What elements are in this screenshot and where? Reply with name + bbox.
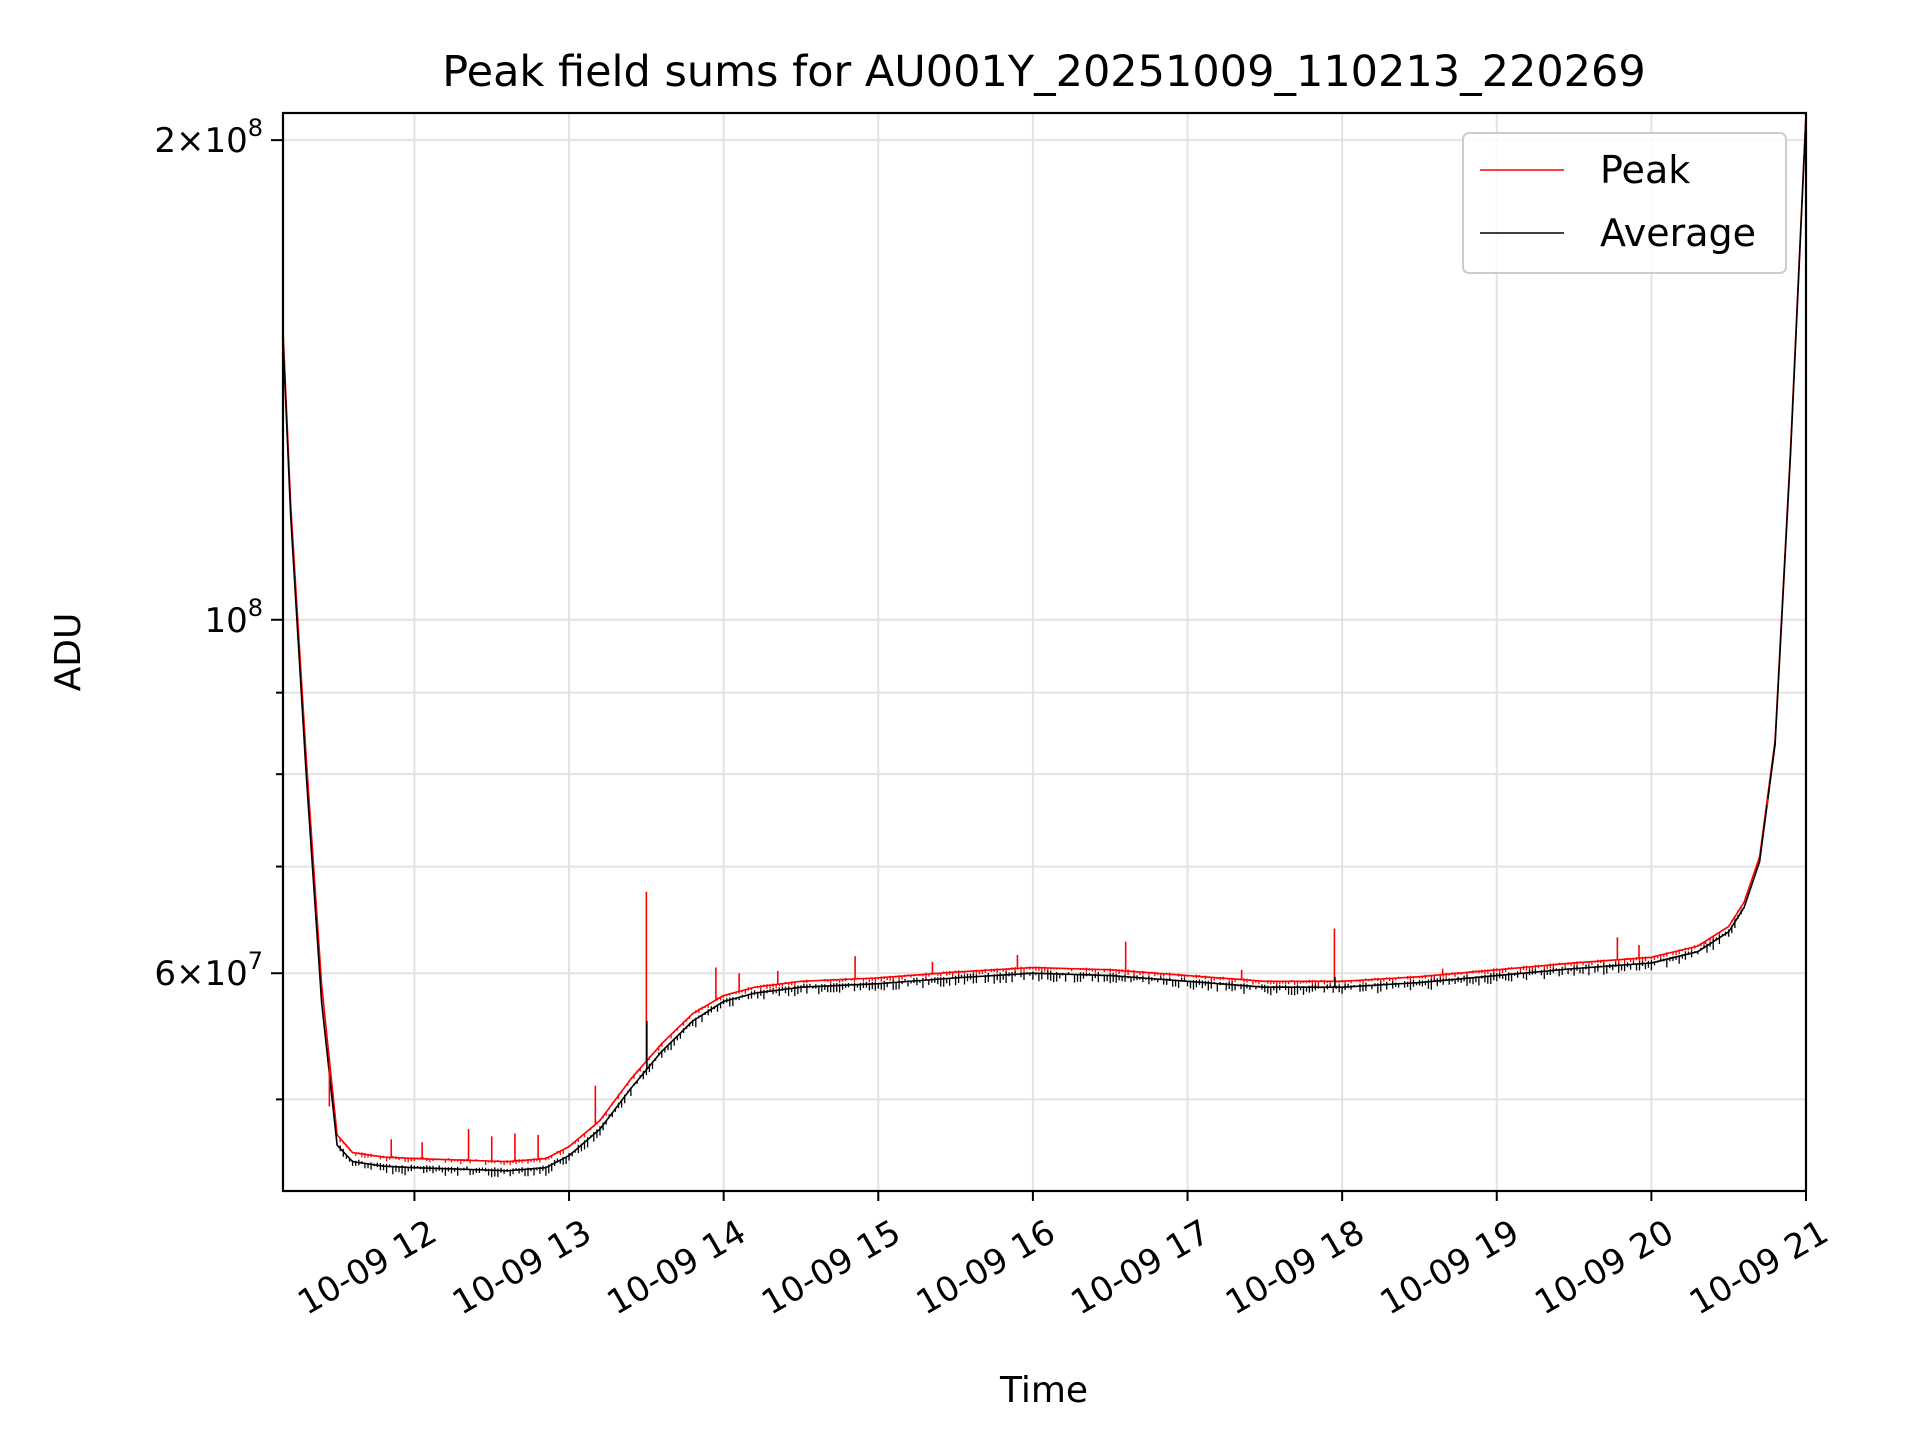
x-tick-label: 10-09 14 xyxy=(601,1212,753,1323)
chart-title: Peak field sums for AU001Y_20251009_1102… xyxy=(442,47,1646,97)
y-axis: 6×107 108 2×108 xyxy=(154,114,283,1101)
y-tick-label: 6×107 xyxy=(154,947,263,994)
x-tick-label: 10-09 13 xyxy=(446,1212,598,1323)
average-series-line xyxy=(282,116,1807,1172)
peak-series-noise xyxy=(282,179,1804,1166)
y-axis-label: ADU xyxy=(48,613,89,692)
y-tick-label: 108 xyxy=(204,594,263,641)
legend-peak-label: Peak xyxy=(1600,148,1690,192)
x-tick-label: 10-09 21 xyxy=(1683,1212,1835,1323)
x-tick-label: 10-09 12 xyxy=(291,1212,443,1323)
x-tick-label: 10-09 18 xyxy=(1219,1212,1371,1323)
x-tick-label: 10-09 20 xyxy=(1528,1212,1680,1323)
x-tick-label: 10-09 15 xyxy=(755,1212,907,1323)
x-tick-label: 10-09 17 xyxy=(1064,1212,1216,1323)
legend-box xyxy=(1462,132,1787,274)
x-tick-label: 10-09 19 xyxy=(1374,1212,1526,1323)
axes-frame xyxy=(281,111,1808,1193)
legend-average-label: Average xyxy=(1600,211,1756,255)
grid-lines xyxy=(283,113,1807,1191)
legend: Peak Average xyxy=(1462,132,1787,274)
x-tick-label: 10-09 16 xyxy=(910,1212,1062,1323)
average-series-noise xyxy=(282,183,1804,1178)
x-axis: 10-09 12 10-09 13 10-09 14 10-09 15 10-09 16… xyxy=(291,1191,1835,1323)
y-tick-label: 2×108 xyxy=(154,114,263,161)
x-axis-label: Time xyxy=(999,1370,1088,1411)
